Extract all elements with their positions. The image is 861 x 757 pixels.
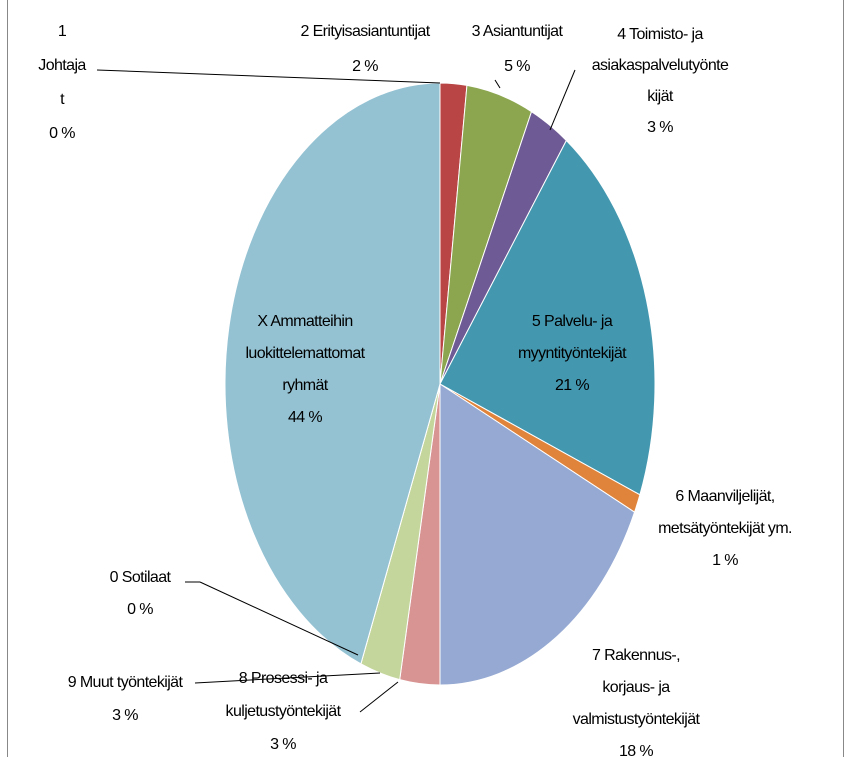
pie-slice (224, 82, 441, 665)
value-label: 3 % (112, 707, 138, 724)
slice-label: kuljetustyöntekijät (226, 703, 342, 720)
slice-label: ryhmät (282, 377, 328, 394)
slice-label: kijät (647, 88, 674, 105)
slice-label: 4 Toimisto- ja (617, 26, 703, 43)
slice-label: asiakaspalvelutyönte (592, 57, 729, 74)
slice-label: t (60, 91, 65, 108)
slice-label: 7 Rakennus-, (592, 647, 680, 664)
leader-line (199, 581, 359, 656)
leader-line (549, 69, 576, 131)
slice-label: luokittelemattomat (245, 345, 365, 362)
leader-line (194, 672, 381, 684)
slice-label: myyntityöntekijät (518, 345, 627, 362)
pie-slice (439, 383, 636, 686)
slice-label: Johtaja (38, 57, 86, 74)
leader-line (494, 79, 501, 89)
value-label: 0 % (127, 601, 153, 618)
pie-slice (439, 139, 656, 496)
value-label: 3 % (270, 736, 296, 753)
value-label: 3 % (647, 119, 673, 136)
slice-label: X Ammatteihin (257, 313, 352, 330)
value-label: 18 % (619, 743, 653, 757)
value-label: 44 % (288, 409, 322, 426)
slice-label: 6 Maanviljelijät, (675, 488, 774, 505)
slice-label: 1 (58, 23, 67, 40)
slice-label: 9 Muut työntekijät (68, 674, 184, 691)
value-label: 5 % (504, 58, 530, 75)
value-label: 21 % (555, 377, 589, 394)
slice-label: metsätyöntekijät ym. (658, 520, 792, 537)
slice-label: 2 Erityisasiantuntijat (300, 23, 430, 40)
chart-frame (7, 0, 844, 757)
slice-label: 5 Palvelu- ja (532, 313, 613, 330)
slice-label: 8 Prosessi- ja (239, 670, 328, 687)
value-label: 1 % (712, 552, 738, 569)
slice-label: korjaus- ja (602, 679, 670, 696)
slice-label: valmistustyöntekijät (573, 711, 701, 728)
value-label: 2 % (352, 58, 378, 75)
slice-label: 3 Asiantuntijat (472, 23, 564, 40)
leader-line (96, 69, 441, 84)
value-label: 0 % (49, 125, 75, 142)
slice-label: 0 Sotilaat (110, 569, 172, 586)
leader-line (359, 681, 399, 713)
